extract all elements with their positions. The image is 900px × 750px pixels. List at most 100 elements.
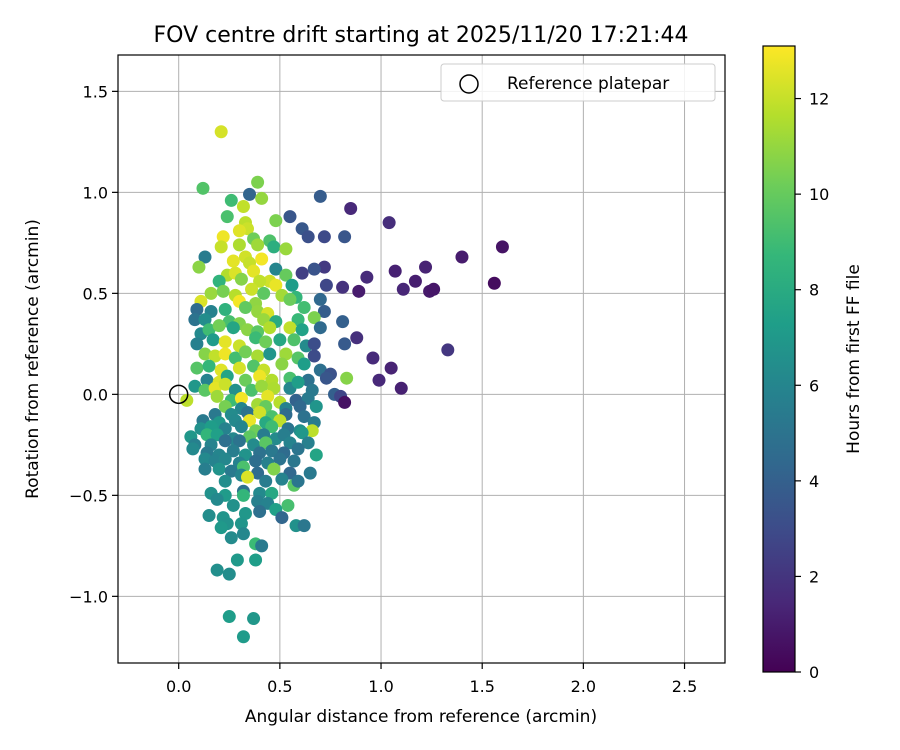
data-point xyxy=(275,357,289,371)
x-tick-label: 0.0 xyxy=(166,677,191,696)
data-point xyxy=(240,323,254,337)
colorbar-label: Hours from first FF file xyxy=(844,264,864,454)
data-point xyxy=(232,238,246,252)
data-point xyxy=(218,303,232,317)
data-point xyxy=(214,125,228,139)
data-point xyxy=(212,319,226,333)
data-point xyxy=(218,377,232,391)
data-point xyxy=(234,420,248,434)
data-point xyxy=(222,567,236,581)
data-point xyxy=(273,333,287,347)
legend: Reference platepar xyxy=(440,63,716,102)
y-tick-label: 0.5 xyxy=(83,284,108,303)
data-point xyxy=(283,321,297,335)
data-point xyxy=(218,434,232,448)
data-point xyxy=(301,436,315,450)
data-point xyxy=(238,300,252,314)
data-point xyxy=(396,282,410,296)
data-point xyxy=(198,383,212,397)
data-point xyxy=(249,454,263,468)
data-point xyxy=(234,517,248,531)
y-tick-label: −0.5 xyxy=(69,486,108,505)
data-point xyxy=(279,268,293,282)
data-point xyxy=(208,349,222,363)
data-point xyxy=(313,189,327,203)
data-point xyxy=(249,553,263,567)
data-point xyxy=(408,274,422,288)
data-point xyxy=(218,347,232,361)
data-point xyxy=(251,175,265,189)
data-point xyxy=(340,371,354,385)
data-point xyxy=(287,333,301,347)
data-point xyxy=(240,470,254,484)
data-point xyxy=(307,311,321,325)
data-point xyxy=(202,323,216,337)
data-point xyxy=(297,357,311,371)
data-point xyxy=(251,349,265,363)
data-point xyxy=(297,410,311,424)
data-point xyxy=(297,300,311,314)
data-point xyxy=(275,511,289,525)
data-point xyxy=(216,284,230,298)
data-point xyxy=(198,313,212,327)
data-point xyxy=(317,230,331,244)
data-point xyxy=(307,262,321,276)
data-point xyxy=(313,321,327,335)
data-point xyxy=(269,278,283,292)
data-point xyxy=(245,383,259,397)
data-point xyxy=(317,305,331,319)
data-point xyxy=(338,230,352,244)
data-point xyxy=(247,359,261,373)
data-point xyxy=(180,393,194,407)
data-point xyxy=(317,260,331,274)
data-point xyxy=(273,452,287,466)
data-point xyxy=(210,492,224,506)
data-point xyxy=(382,216,396,230)
data-point xyxy=(214,521,228,535)
colorbar-tick-label: 12 xyxy=(809,90,829,109)
data-point xyxy=(190,303,204,317)
data-point xyxy=(247,612,261,626)
data-point xyxy=(291,375,305,389)
data-point xyxy=(236,199,250,213)
y-tick-label: −1.0 xyxy=(69,587,108,606)
data-point xyxy=(226,254,240,268)
data-point xyxy=(198,452,212,466)
data-point xyxy=(226,498,240,512)
data-point xyxy=(372,373,386,387)
data-point xyxy=(291,313,305,327)
data-point xyxy=(190,361,204,375)
data-point xyxy=(247,264,261,278)
data-point xyxy=(251,466,265,480)
data-point xyxy=(212,462,226,476)
data-point xyxy=(214,240,228,254)
data-point xyxy=(267,462,281,476)
data-point xyxy=(360,270,374,284)
data-point xyxy=(249,331,263,345)
x-axis-ticks: 0.0 0.5 1.0 1.5 2.0 2.5 xyxy=(166,663,697,696)
data-point xyxy=(309,399,323,413)
y-tick-label: 1.5 xyxy=(83,82,108,101)
data-point xyxy=(301,230,315,244)
data-point xyxy=(269,214,283,228)
data-point xyxy=(301,373,315,387)
data-point xyxy=(305,424,319,438)
data-point xyxy=(251,238,265,252)
data-point xyxy=(344,202,358,216)
data-point xyxy=(198,462,212,476)
data-point xyxy=(441,343,455,357)
data-point xyxy=(202,509,216,523)
data-point xyxy=(265,486,279,500)
y-tick-label: 1.0 xyxy=(83,183,108,202)
data-point xyxy=(313,292,327,306)
data-point xyxy=(263,321,277,335)
data-point xyxy=(253,369,267,383)
legend-reference-icon xyxy=(459,74,479,94)
data-point xyxy=(303,466,317,480)
data-point xyxy=(236,488,250,502)
data-point xyxy=(279,347,293,361)
data-point xyxy=(226,321,240,335)
colorbar-tick-label: 2 xyxy=(809,567,819,586)
data-point xyxy=(238,373,252,387)
